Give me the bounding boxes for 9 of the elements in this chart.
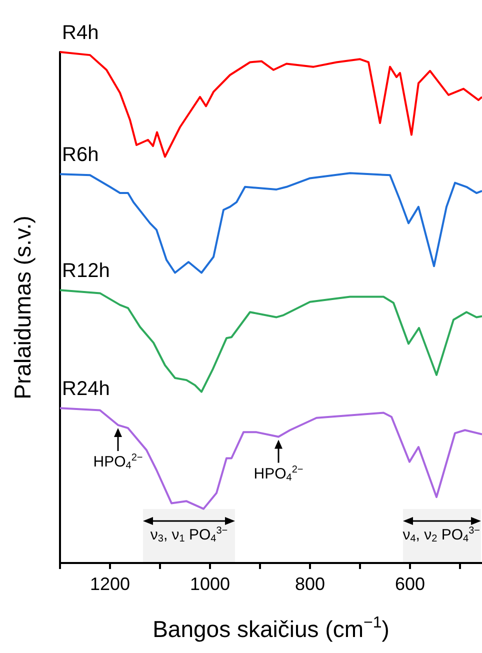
x-tick-label: 1200 [90,574,130,594]
series-label: R4h [62,22,99,44]
x-tick-label: 600 [394,574,426,594]
x-tick-label: 800 [294,574,326,594]
series-label: R12h [62,260,110,282]
y-axis-title: Pralaidumas (s.v.) [10,216,36,400]
series-label: R6h [62,144,99,166]
series-label: R24h [62,378,110,400]
x-tick-label: 1000 [190,574,230,594]
